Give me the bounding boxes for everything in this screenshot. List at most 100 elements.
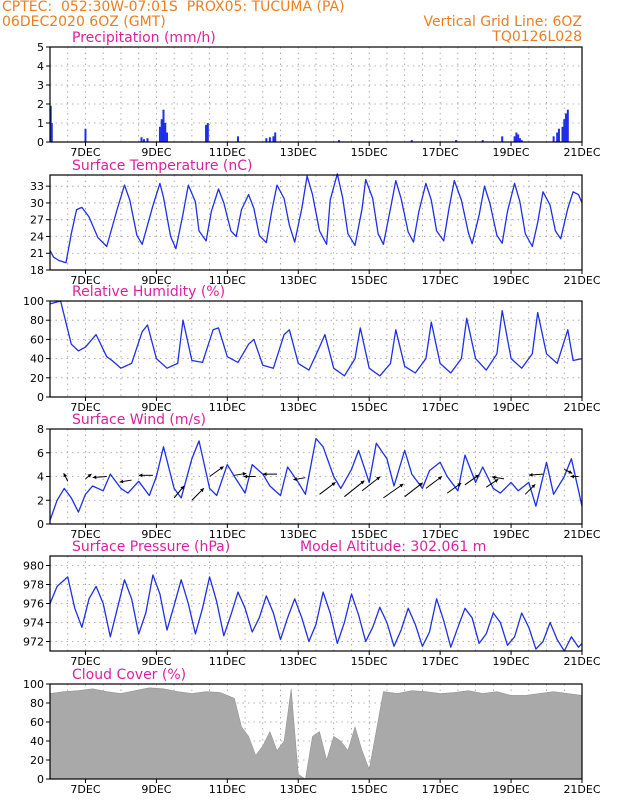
pres-ytick-label: 972: [23, 636, 44, 649]
wind-arrowhead: [242, 471, 247, 476]
wind-xtick-label: 15DEC: [351, 528, 388, 541]
precip-xtick-label: 19DEC: [493, 146, 530, 159]
precip-bar: [557, 128, 560, 142]
precip-bar: [158, 126, 161, 142]
wind-arrow: [383, 483, 404, 499]
pres-xtick-label: 11DEC: [209, 655, 246, 668]
wind-arrowhead: [87, 473, 92, 478]
precip-bar: [142, 139, 145, 142]
rh-xtick-label: 19DEC: [493, 401, 530, 414]
pres-ytick-label: 976: [23, 598, 44, 611]
temp-panel: [46, 173, 583, 274]
temp-line: [49, 173, 583, 264]
wind-line: [49, 437, 583, 521]
wind-arrowhead: [528, 472, 533, 477]
cloud-xtick-label: 15DEC: [351, 783, 388, 796]
wind-arrowhead: [474, 474, 479, 479]
cloud-xtick-label: 13DEC: [280, 783, 317, 796]
precip-bar: [517, 134, 520, 142]
wind-xtick-label: 9DEC: [141, 528, 171, 541]
precip-bar: [268, 137, 271, 142]
precip-ytick-label: 0: [37, 136, 44, 149]
precip-bar: [272, 136, 275, 142]
pres-xtick-label: 9DEC: [141, 655, 171, 668]
wind-arrowhead: [180, 485, 185, 490]
precip-ytick-label: 1: [37, 117, 44, 130]
station-title: CPTEC: 052:30W-07:01S PROX05: TUCUMA (PA…: [2, 0, 345, 15]
rh-xtick-label: 15DEC: [351, 401, 388, 414]
rh-frame: [49, 300, 583, 398]
cloud-ytick-label: 20: [30, 754, 44, 767]
precip-xtick-label: 9DEC: [141, 146, 171, 159]
temp-ytick-label: 30: [30, 197, 44, 210]
precip-ytick-label: 2: [37, 98, 44, 111]
precip-bar: [162, 109, 165, 142]
temp-ytick-label: 18: [30, 264, 44, 277]
chart-header: CPTEC: 052:30W-07:01S PROX05: TUCUMA (PA…: [0, 0, 618, 46]
pres-xtick-label: 21DEC: [563, 655, 600, 668]
precip-bar: [566, 109, 569, 142]
rh-ytick-label: 0: [37, 391, 44, 404]
wind-arrowhead: [219, 466, 224, 471]
temp-ytick-label: 24: [30, 230, 44, 243]
precip-title: Precipitation (mm/h): [72, 30, 216, 46]
wind-xtick-label: 13DEC: [280, 528, 317, 541]
precip-xtick-label: 17DEC: [422, 146, 459, 159]
precip-bar: [236, 136, 239, 142]
wind-xtick-label: 19DEC: [493, 528, 530, 541]
precip-bar: [455, 140, 458, 142]
precip-bar: [338, 140, 341, 142]
wind-xtick-label: 11DEC: [209, 528, 246, 541]
wind-arrowhead: [457, 483, 462, 487]
temp-ytick-label: 27: [30, 214, 44, 227]
precip-bar: [265, 138, 268, 142]
cloud-ytick-label: 100: [23, 678, 44, 691]
wind-panel: [46, 428, 583, 528]
rh-xtick-label: 9DEC: [141, 401, 171, 414]
precip-bar: [565, 113, 568, 142]
grid-note: Vertical Grid Line: 6OZ: [423, 14, 582, 30]
precip-bar: [84, 128, 87, 142]
cloud-xtick-label: 17DEC: [422, 783, 459, 796]
wind-arrowhead: [399, 483, 404, 488]
cloud-frame: [49, 683, 583, 780]
rh-ytick-label: 100: [23, 295, 44, 308]
rh-xtick-label: 7DEC: [70, 401, 100, 414]
wind-arrowhead: [138, 473, 143, 478]
wind-arrow: [344, 480, 365, 498]
rh-xtick-label: 13DEC: [280, 401, 317, 414]
precip-bar: [274, 132, 277, 142]
pres-title: Surface Pressure (hPa): [72, 539, 230, 555]
precip-ytick-label: 5: [37, 41, 44, 54]
precip-bar: [50, 123, 53, 142]
wind-arrow: [404, 482, 423, 498]
precip-ytick-label: 4: [37, 60, 44, 73]
rh-ytick-label: 60: [30, 333, 44, 346]
temp-ytick-label: 21: [30, 247, 44, 260]
cloud-area: [49, 687, 583, 780]
temp-xtick-label: 7DEC: [70, 274, 100, 287]
rh-panel: [46, 300, 583, 401]
cloud-ytick-label: 60: [30, 716, 44, 729]
cloud-xtick-label: 11DEC: [209, 783, 246, 796]
rh-line: [49, 300, 583, 377]
precip-xtick-label: 15DEC: [351, 146, 388, 159]
rh-xtick-label: 17DEC: [422, 401, 459, 414]
temp-xtick-label: 13DEC: [280, 274, 317, 287]
precip-bar: [520, 140, 523, 142]
rh-xtick-label: 21DEC: [563, 401, 600, 414]
cloud-xtick-label: 9DEC: [141, 783, 171, 796]
precip-bar: [205, 124, 208, 142]
wind-title: Surface Wind (m/s): [72, 412, 206, 428]
precip-bar: [513, 136, 516, 142]
precip-xtick-label: 21DEC: [563, 146, 600, 159]
precip-bar: [501, 136, 504, 142]
wind-arrowhead: [200, 488, 204, 493]
precip-bar: [481, 140, 484, 142]
temp-frame: [49, 174, 583, 271]
precip-bar: [206, 123, 209, 142]
cloud-ytick-label: 0: [37, 773, 44, 786]
precip-xtick-label: 13DEC: [280, 146, 317, 159]
wind-arrowhead: [331, 482, 336, 486]
